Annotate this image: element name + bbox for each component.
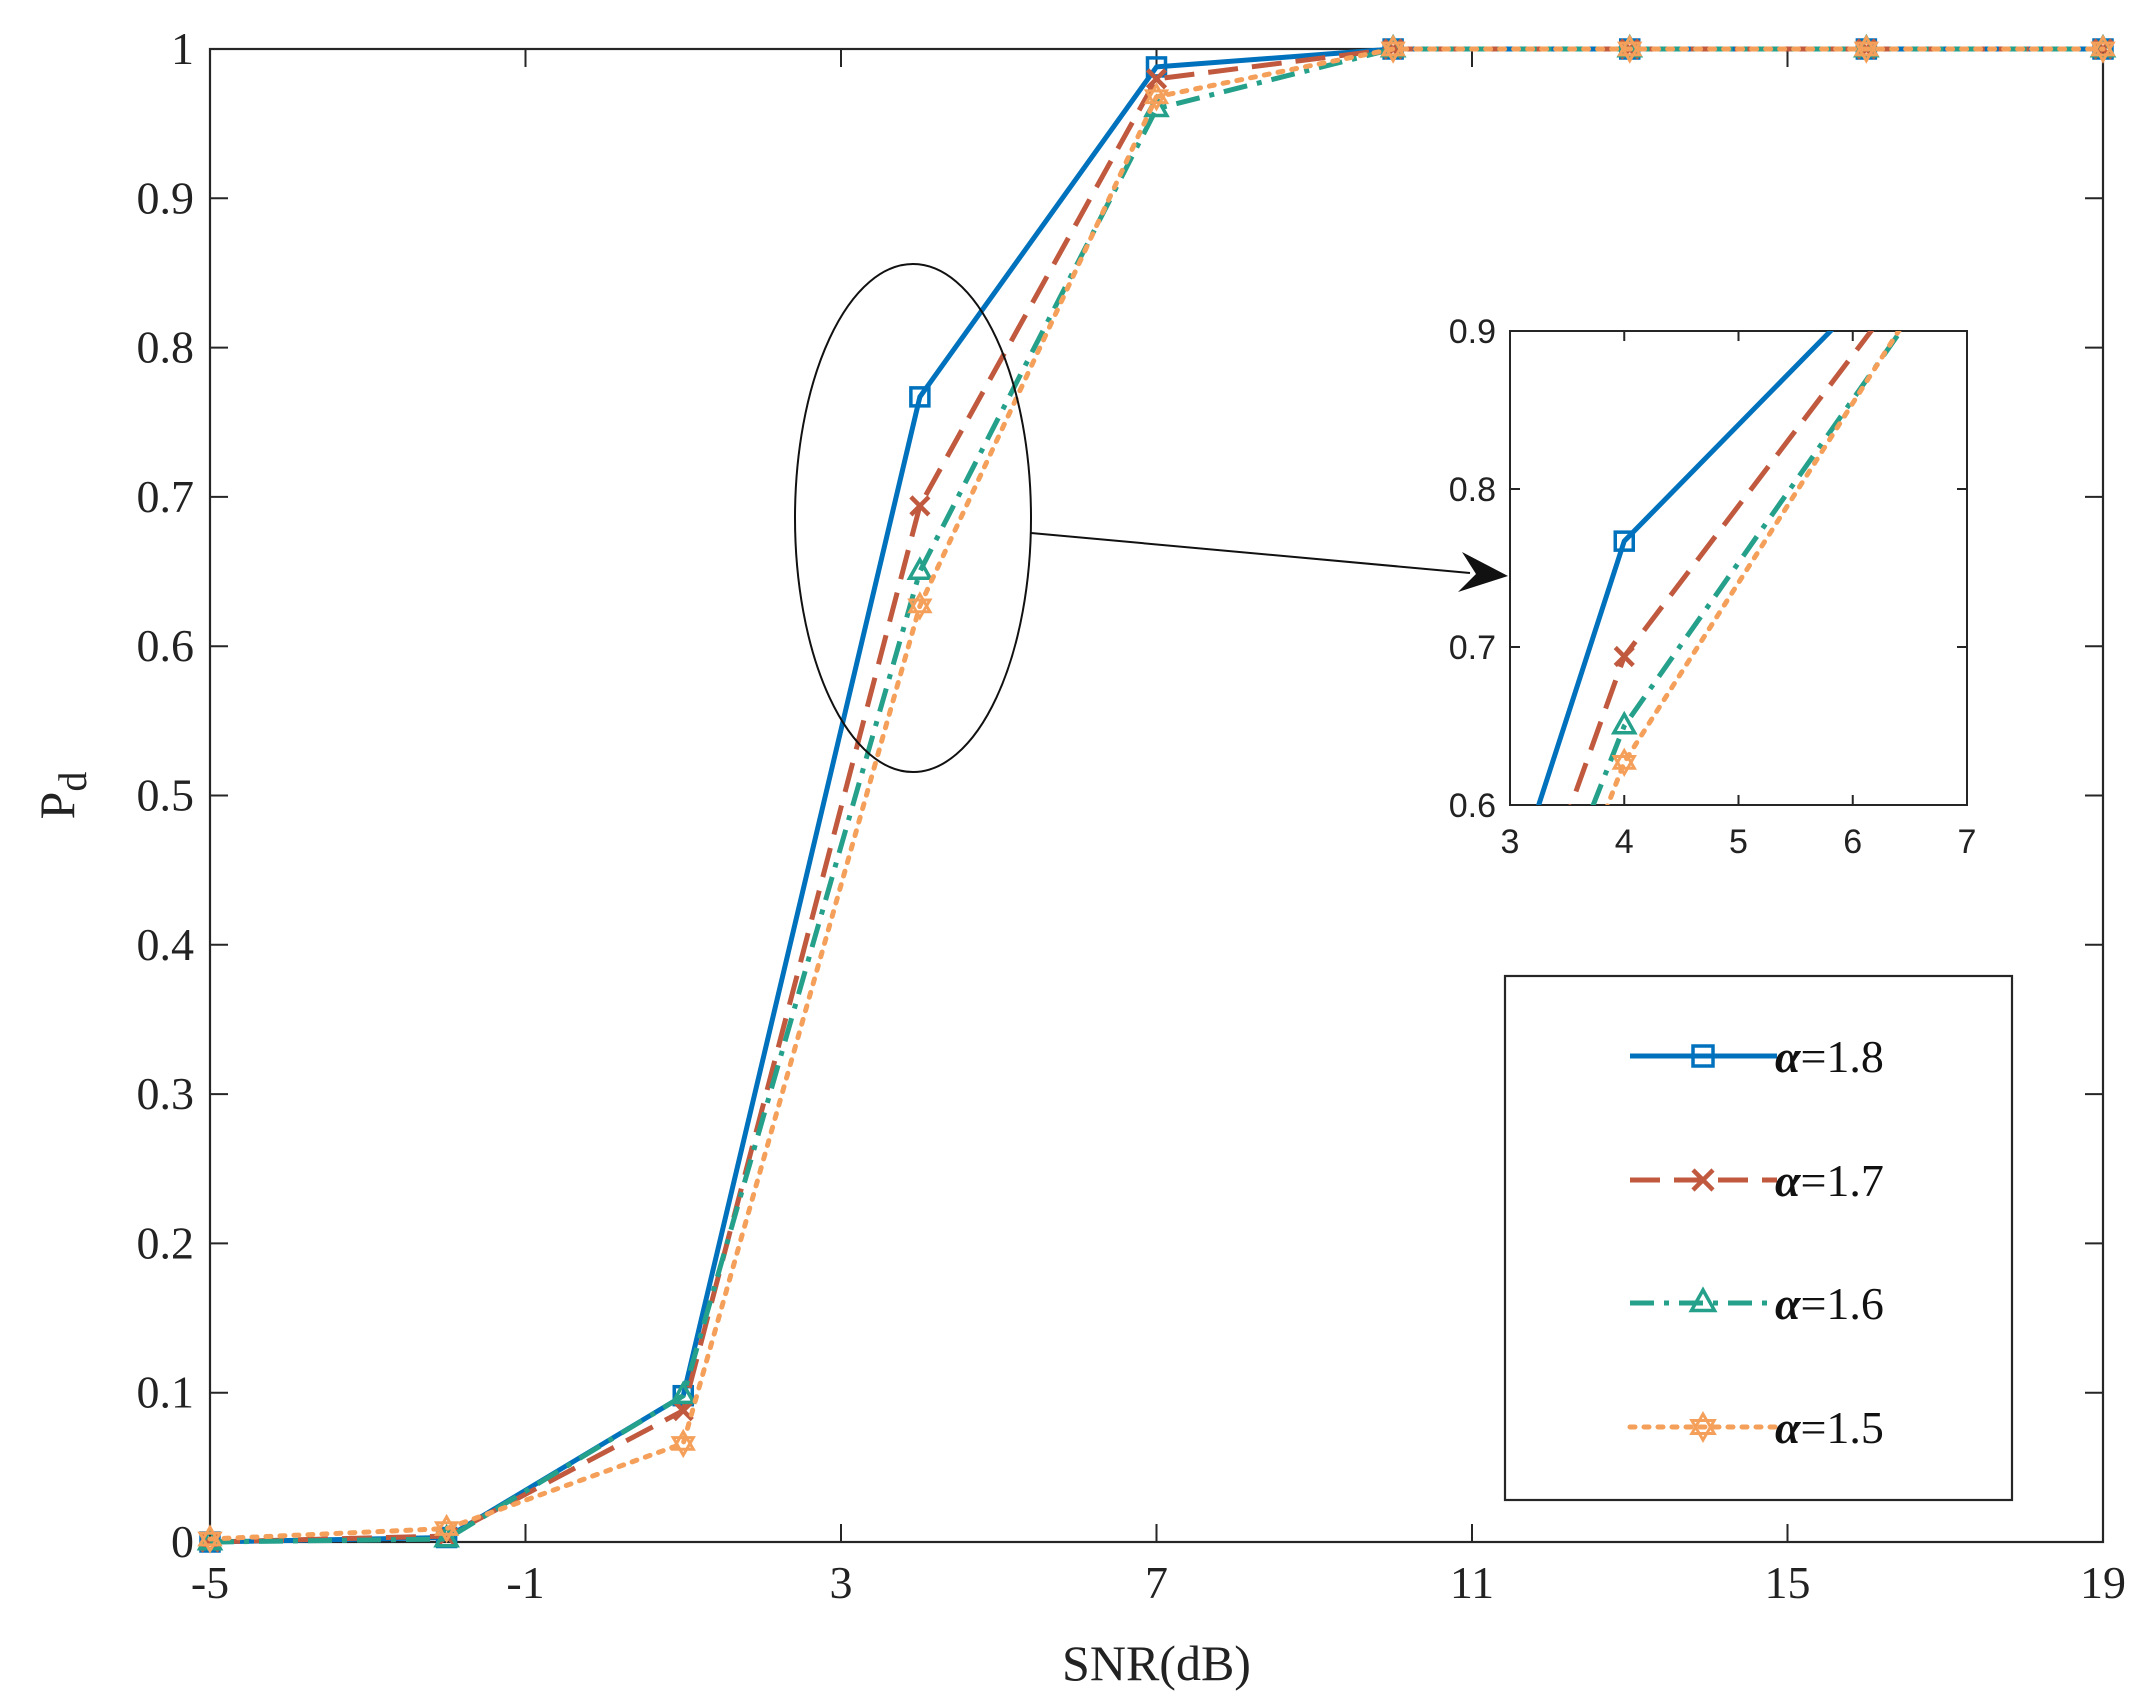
legend-label-symbol: α xyxy=(1775,1031,1802,1082)
inset-frame xyxy=(1509,330,1968,806)
legend-entry-1: α=1.7 xyxy=(1630,1155,1884,1206)
zoom-arrow-head xyxy=(1458,552,1508,592)
data-point-marker xyxy=(672,1400,694,1422)
legend-label-value: =1.8 xyxy=(1800,1031,1883,1082)
data-point-marker xyxy=(1610,710,1638,735)
legend-entry-3: α=1.5 xyxy=(1627,1402,1884,1453)
data-point-marker xyxy=(670,1428,696,1459)
y-axis-tick-labels: 0 0.1 0.2 0.3 0.4 0.5 0.6 0.7 0.8 0.9 1 xyxy=(137,23,195,1567)
legend-label: α=1.6 xyxy=(1775,1278,1884,1329)
x-tick-label: -1 xyxy=(506,1557,544,1608)
legend-label-value: =1.7 xyxy=(1800,1155,1883,1206)
data-point-marker xyxy=(1689,1410,1717,1444)
data-point-marker xyxy=(197,1524,223,1554)
legend-label-symbol: α xyxy=(1775,1278,1802,1329)
data-point-marker xyxy=(909,495,931,517)
x-tick-label: 3 xyxy=(830,1557,853,1608)
data-point-marker xyxy=(1688,1286,1718,1313)
series-line xyxy=(207,46,2106,1542)
y-tick-label: 0.5 xyxy=(137,770,195,821)
inset-x-tick-label: 3 xyxy=(1501,823,1520,861)
data-point-marker xyxy=(1617,34,1643,64)
y-tick-label: 0 xyxy=(171,1516,194,1567)
legend-label-value: =1.6 xyxy=(1800,1278,1883,1329)
data-point-marker xyxy=(1145,68,1168,90)
legend-label: α=1.7 xyxy=(1775,1155,1884,1206)
y-tick-label: 0.7 xyxy=(137,471,195,522)
data-point-marker xyxy=(1691,1168,1715,1192)
data-point-marker xyxy=(1380,34,1406,64)
inset-y-tick-label: 0.7 xyxy=(1449,629,1496,667)
legend-entry-2: α=1.6 xyxy=(1630,1278,1884,1329)
inset-series-0 xyxy=(1536,331,1835,805)
series-line xyxy=(209,46,2103,1545)
data-point-marker xyxy=(1691,1044,1715,1068)
svg-text:Pd: Pd xyxy=(29,772,95,820)
inset-x-tick-label: 7 xyxy=(1958,823,1977,861)
data-point-marker xyxy=(2090,34,2116,64)
y-axis-label: Pd xyxy=(29,772,95,820)
series-3 xyxy=(197,34,2116,1554)
legend-label-symbol: α xyxy=(1775,1402,1802,1453)
legend-label: α=1.8 xyxy=(1775,1031,1884,1082)
inset-series-2 xyxy=(1590,331,1904,805)
legend-entry-0: α=1.8 xyxy=(1630,1031,1884,1082)
y-axis-label-subscript: d xyxy=(50,772,95,792)
y-tick-label: 0.8 xyxy=(137,322,195,373)
series-line xyxy=(209,46,2103,1545)
legend-box xyxy=(1503,974,2014,1502)
y-tick-label: 0.2 xyxy=(137,1217,195,1268)
data-point-marker xyxy=(1613,645,1635,668)
y-tick-label: 0.6 xyxy=(137,620,195,671)
legend-label: α=1.5 xyxy=(1775,1402,1884,1453)
zoom-ellipse xyxy=(794,263,1032,773)
x-tick-label: 19 xyxy=(2080,1557,2126,1608)
inset-x-tick-label: 6 xyxy=(1843,823,1862,861)
data-point-marker xyxy=(909,386,931,408)
data-point-marker xyxy=(907,591,933,621)
data-point-marker xyxy=(433,1513,460,1544)
x-axis-tick-labels: -5 -1 3 7 11 15 19 xyxy=(191,1557,2126,1608)
x-tick-label: -5 xyxy=(191,1557,229,1608)
y-tick-label: 0.3 xyxy=(137,1068,195,1119)
data-point-marker xyxy=(433,1523,460,1548)
x-tick-label: 15 xyxy=(1765,1557,1811,1608)
y-tick-label: 0.9 xyxy=(137,172,195,223)
x-axis-label: SNR(dB) xyxy=(1062,1635,1251,1691)
y-tick-label: 0.4 xyxy=(137,919,195,970)
x-tick-label: 11 xyxy=(1450,1557,1494,1608)
data-point-marker xyxy=(1613,530,1635,552)
inset-plot-area: 3 4 5 6 7 0.6 0.7 0.8 0.9 xyxy=(1449,313,1977,861)
data-point-marker xyxy=(669,1380,697,1405)
zoom-arrow-line xyxy=(1030,532,1471,574)
x-tick-label: 7 xyxy=(1145,1557,1168,1608)
y-tick-label: 0.1 xyxy=(137,1367,195,1418)
data-point-marker xyxy=(1611,747,1637,778)
zoom-annotation xyxy=(794,263,1508,773)
legend-label-value: =1.5 xyxy=(1800,1402,1883,1453)
legend: α=1.8α=1.7α=1.6α=1.5 xyxy=(1503,974,2014,1502)
inset-series-3 xyxy=(1605,331,1902,805)
data-point-marker xyxy=(1143,82,1170,112)
data-point-marker xyxy=(1853,34,1880,64)
inset-y-tick-label: 0.9 xyxy=(1449,313,1496,351)
y-tick-label: 1 xyxy=(171,23,194,74)
inset-y-tick-label: 0.8 xyxy=(1449,471,1496,509)
legend-label-symbol: α xyxy=(1775,1155,1802,1206)
data-point-marker xyxy=(906,556,934,581)
inset-series-1 xyxy=(1568,331,1875,805)
y-axis-label-main: P xyxy=(29,792,85,820)
inset-x-tick-label: 5 xyxy=(1729,823,1748,861)
inset-x-tick-label: 4 xyxy=(1615,823,1634,861)
inset-y-tick-label: 0.6 xyxy=(1449,787,1496,825)
